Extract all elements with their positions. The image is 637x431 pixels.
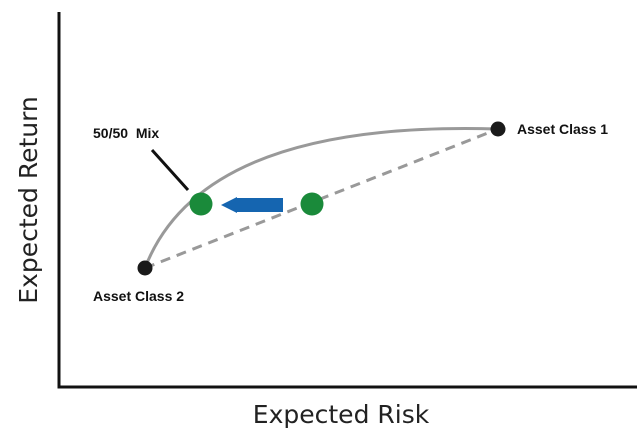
asset-class-1-point xyxy=(490,121,506,137)
y-axis-title: Expected Return xyxy=(14,96,43,304)
x-axis-title: Expected Risk xyxy=(253,400,430,429)
asset-class-2-point xyxy=(137,260,153,276)
shift-arrow-head xyxy=(221,197,237,213)
mix-leader-line xyxy=(150,148,190,192)
mix-point-on-line xyxy=(300,192,324,216)
asset-class-1-label: Asset Class 1 xyxy=(517,121,608,137)
asset-class-2-label: Asset Class 2 xyxy=(93,288,184,304)
efficient-frontier-curve xyxy=(143,126,499,269)
mix-label: 50/50 Mix xyxy=(93,125,159,141)
shift-arrow-shaft xyxy=(236,198,283,212)
mix-point-on-curve xyxy=(189,192,213,216)
